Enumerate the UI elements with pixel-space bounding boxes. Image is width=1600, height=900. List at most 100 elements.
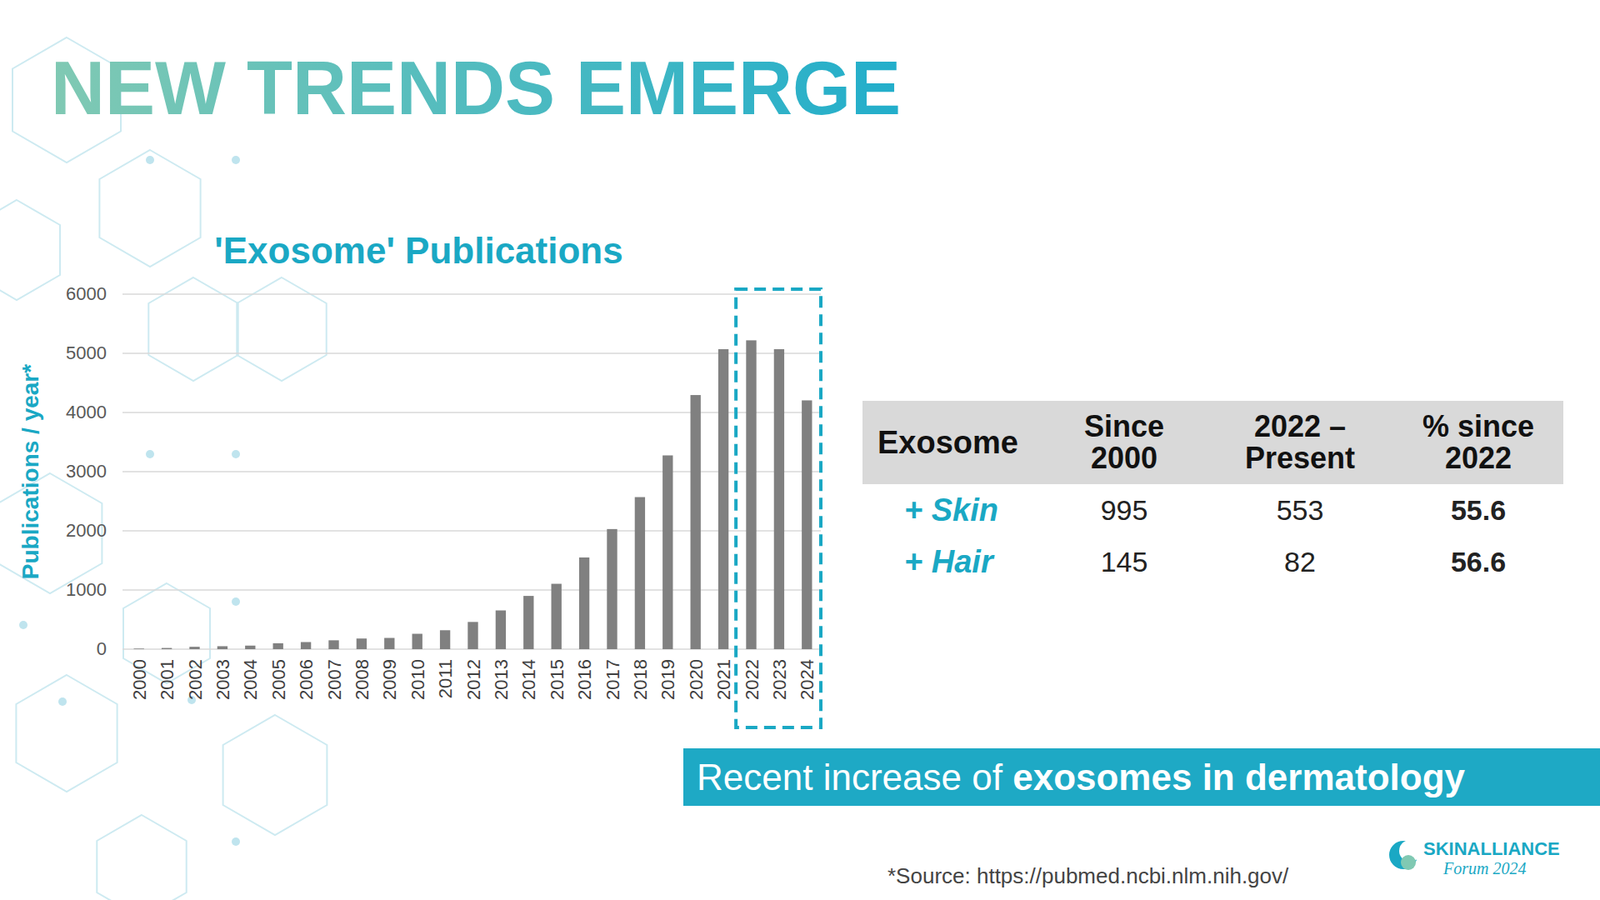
decor-dot [19, 620, 28, 630]
table-value: 145 [1100, 545, 1149, 579]
x-tick-label: 2017 [602, 659, 624, 700]
decor-dot [145, 450, 155, 459]
table-cell: 995 [1041, 484, 1207, 536]
bar [718, 349, 729, 650]
x-tick-label: 2005 [268, 659, 290, 700]
y-tick-label: 1000 [65, 579, 107, 600]
bar [635, 497, 645, 650]
decor-dot [231, 450, 240, 459]
x-tick-label: 2007 [324, 659, 345, 700]
table-value: 56.6 [1450, 545, 1506, 579]
bar [384, 638, 395, 650]
table-header-row: Exosome Since 2000 2022 – Present% since 2… [862, 400, 1564, 485]
table-value: 82 [1284, 545, 1316, 579]
logo-circle-accent [1400, 855, 1416, 870]
decor-dot [145, 155, 155, 165]
decor-hexagon [99, 150, 200, 267]
y-tick-label: 4000 [65, 401, 107, 423]
decor-hexagon [96, 815, 186, 900]
y-tick-label: 6000 [65, 283, 107, 305]
conclusion-banner: Recent increase ofexosomes in dermatolog… [683, 748, 1600, 806]
decor-hexagon [15, 675, 117, 792]
x-tick-label: 2011 [435, 659, 456, 699]
x-tick-label: 2012 [463, 659, 485, 700]
table-cell: 553 [1206, 484, 1394, 536]
bar [328, 640, 339, 650]
y-tick-label: 0 [96, 638, 107, 660]
x-tick-label: 2022 [741, 659, 763, 700]
x-tick-label: 2003 [212, 659, 234, 700]
table-cell: 55.6 [1393, 484, 1564, 536]
decor-hexagon [148, 277, 238, 381]
data-table: Exosome Since 2000 2022 – Present% since 2… [862, 400, 1564, 588]
bar [801, 400, 812, 650]
table-header-cell: % since 2022 [1393, 400, 1564, 485]
grid-line [122, 589, 821, 591]
y-tick-label: 2000 [65, 520, 107, 541]
x-tick-label: 2020 [685, 659, 707, 700]
bar [690, 395, 701, 650]
table-cell: 56.6 [1393, 535, 1564, 588]
bar [412, 634, 423, 650]
table-header-cell: Since 2000 [1041, 400, 1207, 485]
decor-dot [231, 155, 240, 165]
bar [440, 630, 450, 650]
table-value: 553 [1276, 494, 1325, 527]
table-row: + Hair1458256.6 [862, 535, 1564, 588]
table-value: 55.6 [1450, 494, 1506, 527]
x-tick-label: 2023 [769, 659, 790, 700]
page-title: NEW TRENDS EMERGE [50, 46, 901, 130]
y-tick-label: 5000 [65, 342, 107, 364]
decor-dot [231, 597, 240, 606]
bar [745, 340, 756, 650]
table-cell: + Skin [862, 484, 1042, 536]
x-tick-label: 2024 [796, 659, 818, 700]
table-header-text: Since 2000 [1061, 410, 1187, 475]
bar [161, 648, 172, 650]
source-note: *Source: https://pubmed.ncbi.nlm.nih.gov… [887, 863, 1289, 890]
logo-icon [1389, 840, 1421, 870]
y-axis-title: Publications / year* [17, 364, 44, 580]
grid-line [122, 530, 821, 532]
x-tick-label: 2008 [351, 659, 373, 700]
grid-line [122, 470, 821, 473]
table-value: 995 [1100, 494, 1149, 527]
bar [356, 638, 367, 650]
banner-emphasis: exosomes in dermatology [1012, 756, 1465, 798]
bar [134, 648, 145, 650]
decor-dot [231, 837, 240, 846]
y-tick-label: 3000 [65, 460, 107, 482]
bar [662, 455, 673, 650]
x-tick-label: 2021 [713, 659, 735, 700]
logo-subtitle: Forum 2024 [1443, 859, 1526, 879]
highlight-box [735, 289, 821, 728]
bars [134, 340, 813, 650]
table-header-text: Exosome [877, 425, 1019, 461]
decor-hexagon [0, 200, 60, 300]
x-tick-label: 2006 [295, 659, 317, 700]
x-tick-label: 2004 [240, 659, 261, 700]
table-header-cell: Exosome [862, 400, 1042, 485]
background-decor [0, 37, 327, 900]
table-cell: 145 [1041, 535, 1207, 588]
x-tick-label: 2015 [546, 659, 568, 700]
decor-dot [58, 697, 67, 706]
table-row: + Skin 995 553 55.6 [862, 484, 1564, 536]
decor-hexagon [236, 277, 326, 381]
grid-line [122, 293, 821, 295]
x-tick-label: 2019 [657, 659, 679, 700]
decor-hexagon [223, 715, 328, 835]
x-tick-label: 2010 [407, 659, 429, 700]
x-tick-label: 2013 [490, 659, 512, 700]
table-header-cell: 2022 – Present [1206, 400, 1394, 485]
x-tick-label: 2016 [574, 659, 595, 700]
table-row-label: + Skin [904, 492, 999, 529]
bar [189, 646, 200, 650]
chart-title: 'Exosome' Publications [214, 230, 623, 271]
x-tick-label: 2002 [185, 659, 206, 700]
bar [774, 349, 785, 650]
x-tick-label: 2014 [518, 659, 540, 700]
bar [579, 557, 590, 650]
bar [217, 645, 228, 650]
bar [467, 621, 478, 650]
